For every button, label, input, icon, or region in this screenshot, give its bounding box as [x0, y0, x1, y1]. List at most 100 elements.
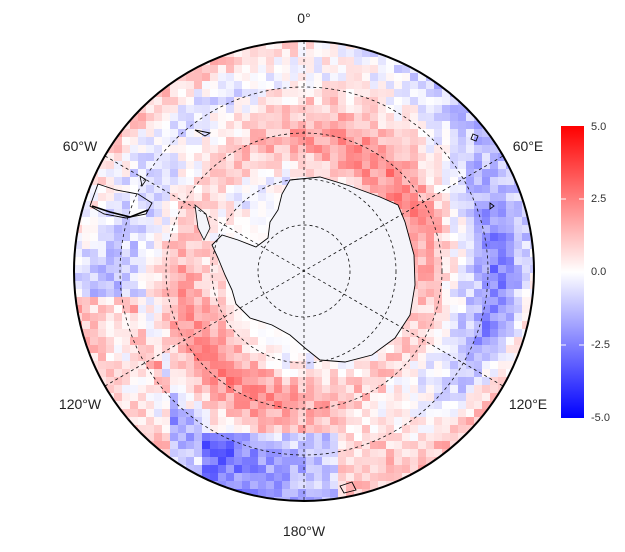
anomaly-cell: [186, 121, 195, 130]
anomaly-cell: [90, 377, 99, 386]
anomaly-cell: [450, 385, 459, 394]
anomaly-cell: [410, 321, 419, 330]
anomaly-cell: [394, 361, 403, 370]
anomaly-cell: [450, 193, 459, 202]
anomaly-cell: [394, 401, 403, 410]
anomaly-cell: [74, 465, 83, 474]
anomaly-cell: [146, 313, 155, 322]
anomaly-cell: [442, 385, 451, 394]
anomaly-cell: [298, 49, 307, 58]
anomaly-cell: [170, 249, 179, 258]
anomaly-cell: [498, 177, 507, 186]
anomaly-cell: [402, 417, 411, 426]
anomaly-cell: [410, 129, 419, 138]
anomaly-cell: [394, 73, 403, 82]
anomaly-cell: [418, 281, 427, 290]
anomaly-cell: [434, 217, 443, 226]
anomaly-cell: [530, 89, 534, 98]
anomaly-cell: [402, 465, 411, 474]
anomaly-cell: [450, 337, 459, 346]
anomaly-cell: [434, 321, 443, 330]
anomaly-cell: [138, 57, 147, 66]
anomaly-cell: [506, 489, 515, 498]
anomaly-cell: [114, 369, 123, 378]
anomaly-cell: [410, 377, 419, 386]
anomaly-cell: [418, 353, 427, 362]
anomaly-cell: [114, 465, 123, 474]
anomaly-cell: [354, 177, 363, 186]
anomaly-cell: [394, 385, 403, 394]
anomaly-cell: [330, 473, 339, 482]
anomaly-cell: [314, 89, 323, 98]
anomaly-cell: [202, 65, 211, 74]
anomaly-cell: [530, 185, 534, 194]
anomaly-cell: [146, 81, 155, 90]
anomaly-cell: [234, 441, 243, 450]
anomaly-cell: [426, 225, 435, 234]
anomaly-cell: [114, 169, 123, 178]
anomaly-cell: [514, 497, 523, 501]
anomaly-cell: [306, 465, 315, 474]
anomaly-cell: [258, 449, 267, 458]
anomaly-cell: [98, 89, 107, 98]
anomaly-cell: [482, 465, 491, 474]
anomaly-cell: [426, 145, 435, 154]
anomaly-cell: [394, 441, 403, 450]
anomaly-cell: [202, 473, 211, 482]
anomaly-cell: [210, 41, 219, 50]
anomaly-cell: [218, 433, 227, 442]
anomaly-cell: [90, 201, 99, 210]
anomaly-cell: [418, 169, 427, 178]
anomaly-cell: [314, 145, 323, 154]
anomaly-cell: [290, 97, 299, 106]
anomaly-cell: [458, 481, 467, 490]
anomaly-cell: [322, 481, 331, 490]
anomaly-cell: [146, 225, 155, 234]
anomaly-cell: [506, 289, 515, 298]
anomaly-cell: [306, 105, 315, 114]
anomaly-cell: [154, 81, 163, 90]
anomaly-cell: [450, 329, 459, 338]
anomaly-cell: [418, 81, 427, 90]
anomaly-cell: [522, 281, 531, 290]
anomaly-cell: [106, 281, 115, 290]
anomaly-cell: [194, 361, 203, 370]
anomaly-cell: [522, 385, 531, 394]
anomaly-cell: [138, 153, 147, 162]
anomaly-cell: [522, 425, 531, 434]
anomaly-cell: [106, 401, 115, 410]
anomaly-cell: [122, 153, 131, 162]
anomaly-cell: [474, 457, 483, 466]
anomaly-cell: [274, 409, 283, 418]
anomaly-cell: [138, 353, 147, 362]
anomaly-cell: [498, 353, 507, 362]
anomaly-cell: [266, 449, 275, 458]
anomaly-cell: [250, 409, 259, 418]
anomaly-cell: [98, 177, 107, 186]
anomaly-cell: [202, 369, 211, 378]
anomaly-cell: [178, 233, 187, 242]
anomaly-cell: [386, 353, 395, 362]
anomaly-cell: [146, 65, 155, 74]
anomaly-cell: [106, 241, 115, 250]
anomaly-cell: [226, 153, 235, 162]
anomaly-cell: [258, 177, 267, 186]
anomaly-cell: [90, 305, 99, 314]
anomaly-cell: [474, 481, 483, 490]
anomaly-cell: [146, 257, 155, 266]
anomaly-cell: [354, 425, 363, 434]
anomaly-cell: [290, 401, 299, 410]
anomaly-cell: [266, 409, 275, 418]
anomaly-cell: [458, 369, 467, 378]
anomaly-cell: [90, 425, 99, 434]
anomaly-cell: [186, 265, 195, 274]
anomaly-cell: [418, 305, 427, 314]
anomaly-cell: [242, 145, 251, 154]
anomaly-cell: [218, 449, 227, 458]
anomaly-cell: [186, 41, 195, 50]
anomaly-cell: [98, 369, 107, 378]
anomaly-cell: [354, 57, 363, 66]
anomaly-cell: [266, 329, 275, 338]
anomaly-cell: [378, 481, 387, 490]
anomaly-cell: [234, 177, 243, 186]
